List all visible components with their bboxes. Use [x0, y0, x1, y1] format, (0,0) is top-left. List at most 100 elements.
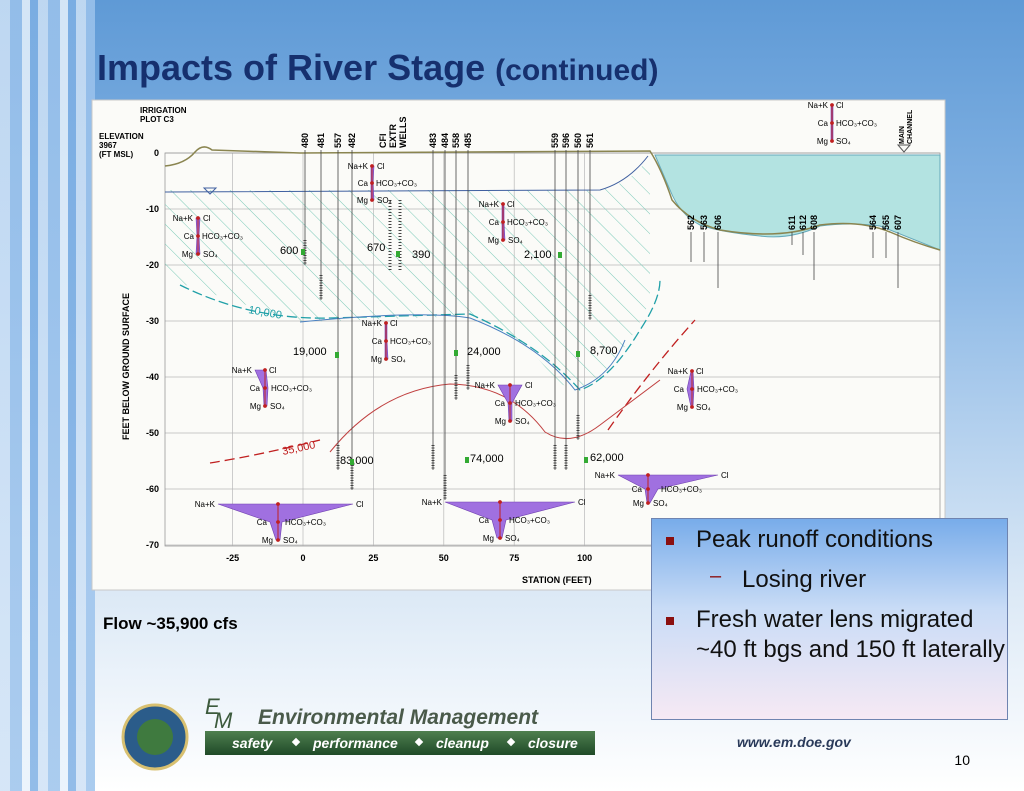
ion-label: Mg	[357, 196, 368, 205]
ion-label: Cl	[578, 498, 586, 507]
ion-label: Cl	[203, 214, 211, 223]
value-word: safety	[232, 735, 274, 751]
river-well-label: 563	[699, 215, 709, 230]
stiff-dot	[501, 220, 505, 224]
ion-label: HCO₃+CO₃	[202, 232, 243, 241]
well-label: 485	[463, 133, 473, 148]
ion-label: Mg	[817, 137, 828, 146]
elevation-label: 3967	[99, 141, 117, 150]
stiff-dot	[498, 518, 502, 522]
salinity-line	[329, 379, 661, 453]
well-label: 558	[451, 133, 461, 148]
y-tick-label: -70	[146, 540, 159, 550]
sample-point	[465, 457, 469, 463]
ion-label: Na+K	[195, 500, 216, 509]
river-well-label: 607	[893, 215, 903, 230]
x-tick-label: -25	[226, 553, 239, 563]
stiff-dot	[508, 419, 512, 423]
ion-label: Cl	[269, 366, 277, 375]
concentration: 62,000	[590, 452, 624, 464]
stiff-dot	[690, 405, 694, 409]
ion-label: SO₄	[836, 137, 851, 146]
well-label: 480	[300, 133, 310, 148]
stiff-dot	[830, 103, 834, 107]
concentration: 600	[280, 245, 298, 257]
ion-label: Cl	[390, 319, 398, 328]
river	[654, 154, 941, 251]
sample-point	[584, 457, 588, 463]
stiff-dot	[508, 383, 512, 387]
concentration: 83,000	[340, 455, 374, 467]
ion-label: Cl	[507, 200, 515, 209]
stripes	[0, 0, 95, 791]
stiff-dot	[501, 202, 505, 206]
ion-label: HCO₃+CO₃	[661, 485, 702, 494]
ion-label: Cl	[696, 367, 704, 376]
channel-label: MAIN	[899, 126, 906, 144]
stiff-dot	[501, 238, 505, 242]
ion-label: SO₄	[377, 196, 392, 205]
ion-label: Ca	[495, 399, 506, 408]
stiff-dot	[498, 500, 502, 504]
contour-10000	[179, 279, 661, 391]
ion-label: Mg	[182, 250, 193, 259]
ion-label: HCO₃+CO₃	[376, 179, 417, 188]
y-tick-label: -50	[146, 428, 159, 438]
ion-label: Ca	[257, 518, 268, 527]
stiff-dot	[196, 216, 200, 220]
ion-label: HCO₃+CO₃	[285, 518, 326, 527]
river-well-label: 565	[881, 215, 891, 230]
well-label: 482	[347, 133, 357, 148]
well-label: 560	[573, 133, 583, 148]
river-well-label: 606	[713, 215, 723, 230]
y-tick-label: -60	[146, 484, 159, 494]
ion-label: HCO₃+CO₃	[271, 384, 312, 393]
ion-label: Ca	[358, 179, 369, 188]
stiff-dot	[263, 386, 267, 390]
stiff-dot	[384, 321, 388, 325]
x-tick-label: 0	[300, 553, 305, 563]
stiff-dot	[498, 536, 502, 540]
ion-label: Ca	[372, 337, 383, 346]
separator	[506, 737, 516, 747]
water-table	[164, 155, 649, 193]
page-number: 10	[954, 752, 970, 768]
ion-label: Na+K	[362, 319, 383, 328]
well-label: 596	[561, 133, 571, 148]
concentration: 390	[412, 249, 430, 261]
ion-label: Mg	[250, 402, 261, 411]
concentration: 19,000	[293, 346, 327, 358]
y-axis-label: FEET BELOW GROUND SURFACE	[121, 293, 131, 440]
separator	[414, 737, 424, 747]
ion-label: Ca	[250, 384, 261, 393]
well-label: 561	[585, 133, 595, 148]
lens-outline	[299, 314, 626, 391]
stiff-dot	[830, 139, 834, 143]
title-main: Impacts of River Stage	[97, 47, 485, 88]
ion-label: Mg	[262, 536, 273, 545]
concentration: 8,700	[590, 345, 618, 357]
river-well-label: 564	[868, 215, 878, 230]
x-tick-label: 50	[439, 553, 449, 563]
ion-label: Ca	[632, 485, 643, 494]
ion-label: Ca	[184, 232, 195, 241]
ion-label: SO₄	[508, 236, 523, 245]
ion-label: HCO₃+CO₃	[509, 516, 550, 525]
ion-label: Mg	[495, 417, 506, 426]
stiff-dot	[263, 404, 267, 408]
ground-surface	[164, 146, 941, 251]
ion-label: SO₄	[515, 417, 530, 426]
ion-label: Ca	[818, 119, 829, 128]
channel-marker	[896, 144, 912, 153]
contour-35000b	[607, 319, 696, 431]
seal-inner	[137, 719, 173, 755]
ion-label: SO₄	[653, 499, 668, 508]
ion-label: Na+K	[173, 214, 194, 223]
sub-bullet-text: Losing river	[742, 566, 867, 593]
ion-label: Na+K	[422, 498, 443, 507]
ion-label: Cl	[525, 381, 533, 390]
stiff-dot	[508, 401, 512, 405]
x-axis-label: STATION (FEET)	[522, 575, 592, 585]
stiff-dot	[646, 487, 650, 491]
